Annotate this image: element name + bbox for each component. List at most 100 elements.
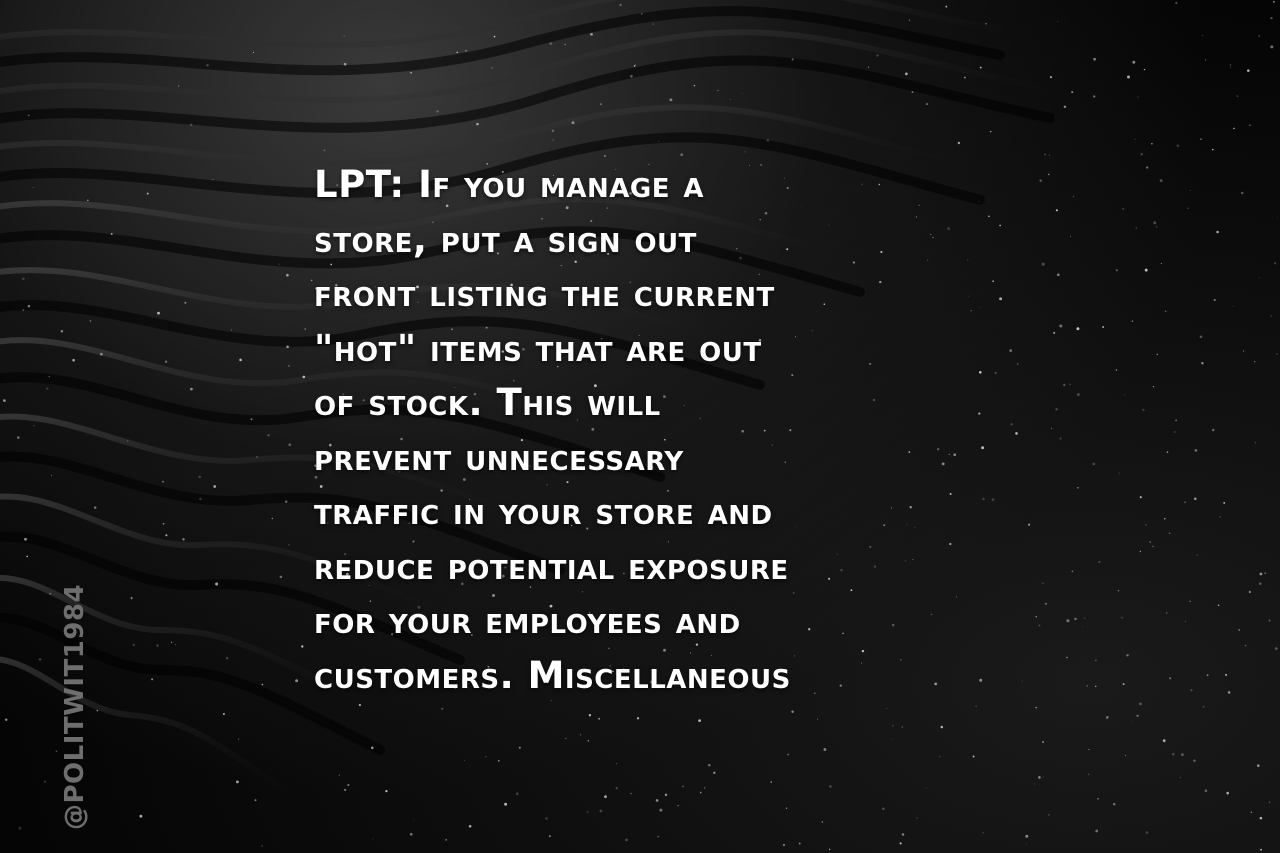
- sand-sparkle: [343, 35, 345, 37]
- sand-sparkle: [940, 725, 944, 729]
- sand-sparkle: [808, 628, 811, 631]
- sand-sparkle: [963, 76, 966, 79]
- sand-sparkle: [501, 394, 504, 396]
- sand-sparkle: [930, 613, 932, 615]
- sand-sparkle: [566, 481, 569, 484]
- sand-sparkle: [33, 424, 35, 427]
- sand-sparkle: [343, 788, 347, 792]
- sand-sparkle: [708, 763, 711, 767]
- sand-sparkle: [100, 352, 103, 356]
- sand-sparkle: [261, 683, 264, 686]
- sand-sparkle: [638, 334, 640, 337]
- sand-sparkle: [162, 522, 165, 525]
- sand-sparkle: [1069, 235, 1071, 237]
- sand-sparkle: [1139, 702, 1142, 706]
- sand-sparkle: [1166, 612, 1168, 614]
- sand-sparkle: [677, 805, 679, 807]
- sand-sparkle: [485, 756, 487, 758]
- sand-sparkle: [1272, 0, 1275, 3]
- sand-sparkle: [829, 785, 832, 788]
- sand-sparkle: [441, 707, 444, 710]
- sand-sparkle: [1095, 829, 1099, 833]
- sand-sparkle: [571, 121, 575, 125]
- sand-sparkle: [1115, 369, 1118, 371]
- sand-sparkle: [1009, 349, 1013, 352]
- sand-sparkle: [301, 645, 304, 648]
- sand-sparkle: [1216, 230, 1219, 234]
- sand-sparkle: [1086, 685, 1088, 687]
- sand-sparkle: [151, 678, 154, 681]
- sand-sparkle: [1270, 315, 1272, 317]
- sand-sparkle: [1223, 501, 1226, 504]
- sand-sparkle: [938, 755, 941, 758]
- sand-sparkle: [918, 204, 920, 206]
- sand-sparkle: [912, 558, 914, 561]
- sand-sparkle: [682, 785, 684, 788]
- sand-sparkle: [579, 734, 582, 736]
- sand-sparkle: [1140, 153, 1143, 156]
- sand-sparkle: [1131, 721, 1133, 722]
- sand-sparkle: [1193, 497, 1197, 501]
- sand-sparkle: [1038, 624, 1041, 627]
- sand-sparkle: [1227, 691, 1231, 694]
- sand-sparkle: [814, 692, 816, 695]
- sand-sparkle: [663, 438, 666, 441]
- sand-sparkle: [385, 236, 388, 239]
- sand-sparkle: [785, 807, 788, 809]
- sand-sparkle: [905, 72, 908, 76]
- sand-sparkle: [947, 227, 951, 231]
- sand-sparkle: [93, 506, 97, 509]
- sand-sparkle: [1127, 75, 1130, 79]
- sand-sparkle: [288, 544, 290, 546]
- sand-sparkle: [435, 192, 438, 195]
- sand-sparkle: [760, 163, 763, 166]
- sand-sparkle: [615, 787, 618, 790]
- sand-sparkle: [1122, 683, 1125, 686]
- sand-sparkle: [992, 280, 994, 283]
- sand-sparkle: [619, 3, 622, 7]
- sand-sparkle: [288, 365, 290, 367]
- sand-sparkle: [178, 85, 180, 87]
- sand-sparkle: [1042, 776, 1045, 778]
- sand-sparkle: [501, 170, 504, 173]
- sand-sparkle: [175, 644, 176, 646]
- sand-sparkle: [565, 737, 567, 740]
- sand-sparkle: [344, 553, 347, 556]
- sand-sparkle: [212, 179, 214, 181]
- sand-sparkle: [623, 572, 625, 575]
- sand-sparkle: [823, 748, 827, 751]
- sand-sparkle: [465, 49, 467, 52]
- sand-sparkle: [787, 753, 790, 756]
- sand-sparkle: [1254, 361, 1256, 363]
- sand-sparkle: [1164, 310, 1167, 313]
- sand-sparkle: [452, 410, 454, 412]
- sand-sparkle: [1126, 654, 1129, 657]
- sand-sparkle: [615, 763, 617, 765]
- sand-sparkle: [607, 401, 610, 403]
- sand-sparkle: [139, 814, 143, 818]
- sand-sparkle: [170, 641, 173, 643]
- sand-sparkle: [758, 338, 762, 342]
- sand-sparkle: [1257, 764, 1260, 767]
- sand-sparkle: [1093, 57, 1096, 61]
- sand-sparkle: [1066, 656, 1068, 659]
- sand-sparkle: [521, 347, 525, 351]
- sand-sparkle: [794, 336, 797, 338]
- sand-sparkle: [347, 783, 350, 787]
- sand-sparkle: [1044, 153, 1047, 156]
- sand-sparkle: [1169, 677, 1172, 680]
- sand-sparkle: [1021, 680, 1023, 682]
- sand-sparkle: [972, 755, 975, 758]
- sand-sparkle: [967, 259, 969, 261]
- sand-sparkle: [328, 443, 332, 447]
- sand-sparkle: [606, 207, 608, 209]
- sand-sparkle: [890, 738, 892, 740]
- sand-sparkle: [487, 665, 490, 668]
- sand-sparkle: [1026, 844, 1027, 846]
- sand-sparkle: [729, 98, 731, 100]
- sand-sparkle: [574, 260, 577, 264]
- sand-sparkle: [1194, 449, 1198, 452]
- sand-sparkle: [1146, 166, 1149, 169]
- sand-sparkle: [27, 304, 31, 308]
- sand-sparkle: [600, 337, 603, 340]
